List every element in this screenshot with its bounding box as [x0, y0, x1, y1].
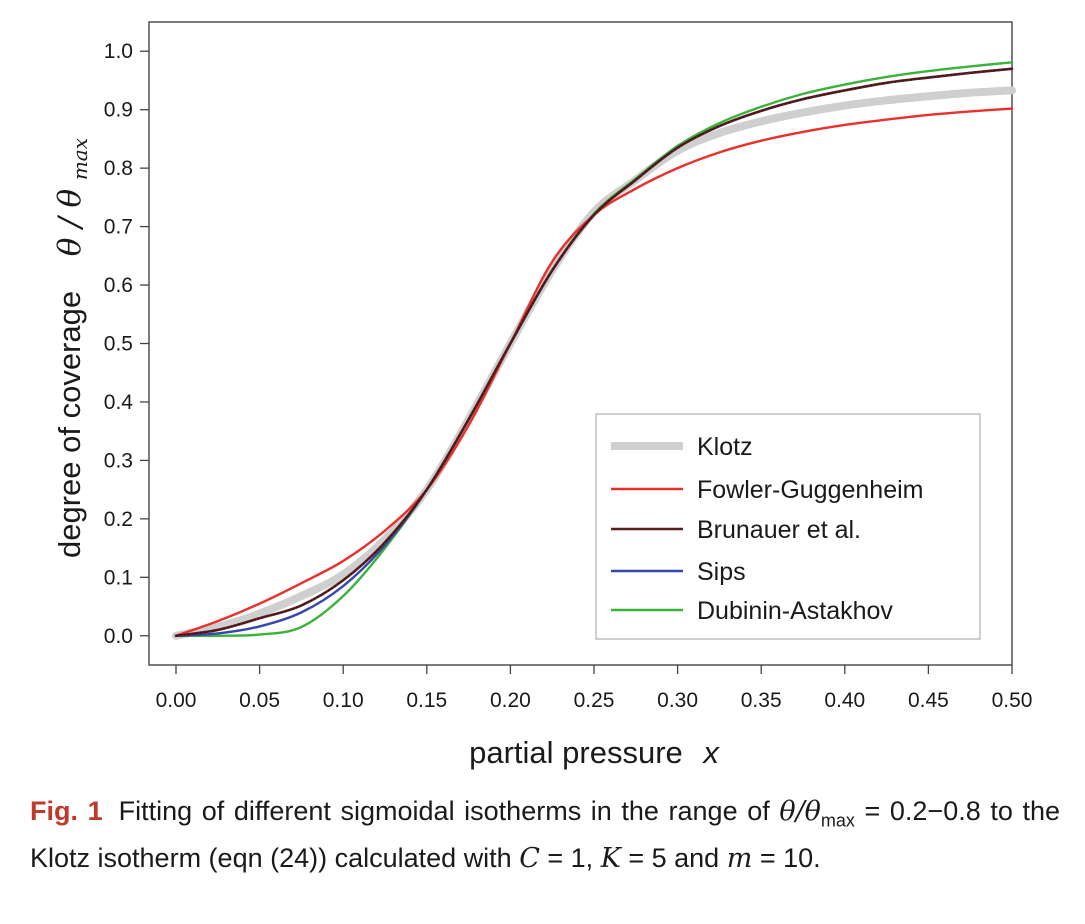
x-tick-label: 0.35	[741, 689, 782, 712]
legend: Klotz Fowler-Guggenheim Brunauer et al. Sip…	[595, 413, 981, 640]
y-axis-title-sub: max	[68, 138, 92, 180]
tick-group: 0.00 0.05 0.10 0.15 0.20 0.25 0.30 0.35 0.40 0.45…	[104, 40, 1033, 712]
chart: 0.00 0.05 0.10 0.15 0.20 0.25 0.30 0.35 0.40 0.45…	[52, 21, 1033, 770]
caption-text-2: = 0.2−0.8 to the Klotz isotherm (eqn (24…	[30, 796, 1060, 874]
caption-text-1: Fitting of different sigmoidal isotherms…	[118, 796, 780, 826]
x-tick-label: 0.15	[406, 689, 447, 712]
x-tick-label: 0.20	[490, 689, 531, 712]
y-tick-label: 0.1	[104, 566, 133, 589]
y-axis-title-var: θ / θ	[52, 188, 88, 256]
caption-text-5: = 10.	[752, 843, 821, 874]
caption-figure-label: Fig. 1	[30, 796, 103, 826]
x-tick-label: 0.10	[323, 689, 364, 712]
y-tick-label: 0.5	[104, 333, 133, 356]
x-tick-label: 0.05	[239, 689, 280, 712]
legend-label: Dubinin-Astakhov	[697, 597, 893, 625]
caption-math-theta: θ/θ	[779, 796, 821, 827]
x-tick-label: 0.25	[574, 689, 615, 712]
caption-text-4: = 5 and	[620, 843, 727, 874]
y-tick-label: 0.4	[104, 391, 134, 414]
legend-label: Fowler-Guggenheim	[697, 476, 924, 504]
legend-label: Brunauer et al.	[697, 516, 861, 544]
x-tick-label: 0.40	[824, 689, 865, 712]
y-tick-label: 0.6	[104, 274, 133, 297]
x-tick-label: 0.45	[908, 689, 949, 712]
x-axis-title-text: partial pressure	[469, 735, 683, 770]
caption-math-sub: max	[820, 810, 855, 831]
y-tick-label: 0.0	[104, 625, 133, 648]
x-tick-label: 0.30	[657, 689, 698, 712]
y-axis-title: degree of coverage θ / θ max	[52, 138, 92, 558]
caption-text-3: = 1,	[539, 843, 601, 874]
x-axis-title: partial pressure x	[469, 735, 720, 770]
legend-frame	[595, 413, 981, 640]
series-group	[172, 61, 1016, 640]
y-tick-label: 0.3	[104, 449, 133, 472]
legend-label: Klotz	[697, 433, 753, 461]
figure-caption: Fig. 1 Fitting of different sigmoidal iso…	[30, 792, 1060, 878]
y-tick-label: 1.0	[104, 40, 133, 63]
y-tick-label: 0.2	[104, 508, 133, 531]
y-axis-title-text: degree of coverage	[52, 291, 87, 558]
y-tick-label: 0.8	[104, 157, 133, 180]
caption-var-k: K	[600, 843, 621, 875]
legend-label: Sips	[697, 558, 746, 586]
x-tick-label: 0.00	[156, 689, 197, 712]
caption-var-c: C	[519, 843, 540, 875]
y-tick-label: 0.9	[104, 99, 133, 122]
series-line-brunauer-dots	[175, 68, 1013, 637]
x-axis-title-var: x	[701, 735, 720, 770]
x-tick-label: 0.50	[992, 689, 1033, 712]
caption-var-m: m	[726, 843, 753, 875]
y-tick-label: 0.7	[104, 216, 133, 239]
